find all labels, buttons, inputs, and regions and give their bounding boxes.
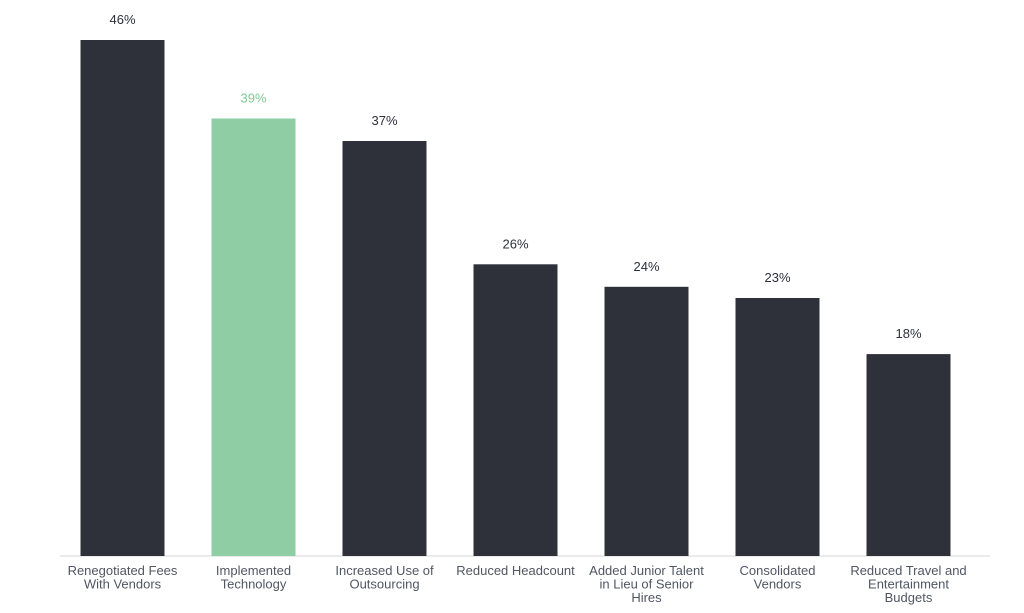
bar-4: [473, 264, 558, 556]
value-label-7: 18%: [895, 326, 921, 341]
value-label-4: 26%: [502, 236, 528, 251]
value-label-3: 37%: [371, 113, 397, 128]
category-label-6-line-2: Vendors: [754, 577, 802, 592]
bar-6: [735, 298, 820, 556]
value-label-6: 23%: [764, 270, 790, 285]
category-label-7-line-2: Entertainment: [868, 577, 949, 592]
bar-7: [866, 354, 951, 556]
category-label-2-line-2: Technology: [221, 577, 287, 592]
bar-1: [80, 40, 165, 556]
category-label-3-line-2: Outsourcing: [349, 577, 419, 592]
category-label-1-line-2: With Vendors: [84, 577, 162, 592]
category-label-6-line-1: Consolidated: [740, 563, 816, 578]
bar-5: [604, 286, 689, 556]
category-label-3-line-1: Increased Use of: [335, 563, 434, 578]
category-label-7-line-1: Reduced Travel and: [850, 563, 966, 578]
value-label-1: 46%: [109, 12, 135, 27]
category-label-5-line-1: Added Junior Talent: [589, 563, 704, 578]
value-label-2: 39%: [240, 91, 266, 106]
bar-3: [342, 141, 427, 556]
category-label-5-line-3: Hires: [631, 590, 662, 605]
value-label-5: 24%: [633, 259, 659, 274]
bar-2: [211, 118, 296, 556]
category-label-5-line-2: in Lieu of Senior: [600, 577, 695, 592]
category-label-2-line-1: Implemented: [216, 563, 291, 578]
category-label-7-line-3: Budgets: [885, 590, 933, 605]
value-labels-group: 46% 39% 37% 26% 24% 23% 18%: [109, 12, 921, 341]
category-label-4-line-1: Reduced Headcount: [456, 563, 575, 578]
category-label-1-line-1: Renegotiated Fees: [68, 563, 178, 578]
bars-group: [80, 40, 951, 556]
